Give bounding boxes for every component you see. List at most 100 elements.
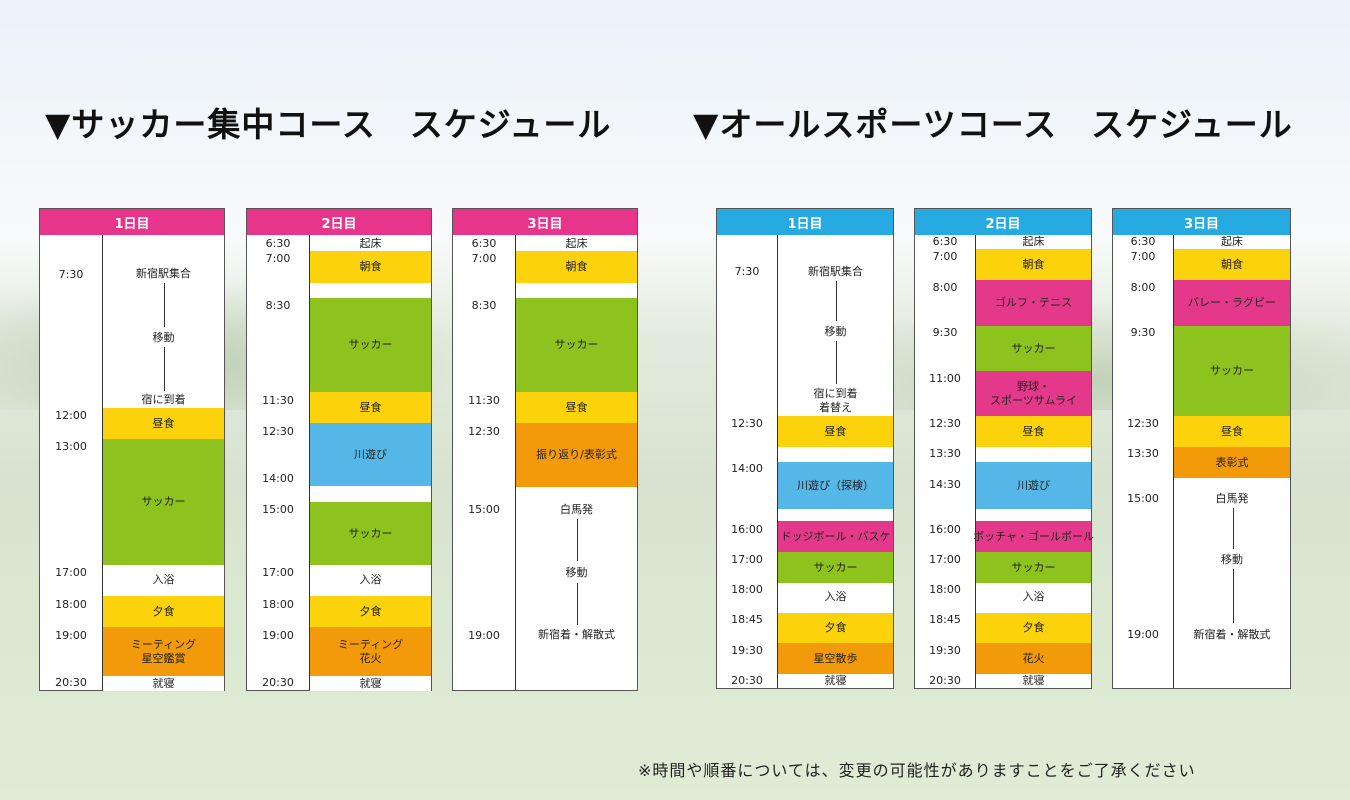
time-label: 19:00 bbox=[1127, 628, 1159, 641]
activity-label: 就寝 bbox=[824, 674, 847, 687]
connector-line bbox=[164, 283, 165, 327]
time-label: 11:00 bbox=[929, 372, 961, 385]
activity-label: 移動 bbox=[824, 325, 847, 338]
activity-label: 朝食 bbox=[565, 260, 588, 273]
activity-block: 昼食 bbox=[516, 392, 637, 423]
time-label: 8:30 bbox=[265, 299, 291, 312]
time-label: 7:30 bbox=[734, 265, 760, 278]
activity-block: 入浴 bbox=[310, 572, 431, 588]
activity-label: 夕食 bbox=[152, 604, 175, 618]
activity-label: バレー・ラグビー bbox=[1188, 296, 1276, 309]
connector-line bbox=[577, 519, 578, 561]
time-label: 6:30 bbox=[932, 235, 958, 248]
activity-block: サッカー bbox=[310, 298, 431, 392]
activity-block: 星空散歩 bbox=[778, 643, 893, 674]
time-label: 7:00 bbox=[932, 250, 958, 263]
activity-block: 白馬発 bbox=[516, 503, 637, 517]
activity-label: 昼食 bbox=[1221, 424, 1243, 438]
activity-block: 入浴 bbox=[976, 589, 1091, 605]
activity-block: 夕食 bbox=[103, 596, 224, 627]
activity-block: 新宿着・解散式 bbox=[516, 628, 637, 642]
time-label: 18:00 bbox=[55, 598, 87, 611]
time-label: 19:30 bbox=[929, 644, 961, 657]
time-label: 19:00 bbox=[468, 629, 500, 642]
activity-block: サッカー bbox=[1174, 326, 1290, 416]
activity-label: ドッジボール・バスケ bbox=[780, 529, 891, 543]
activity-label: 着替え bbox=[819, 401, 852, 414]
activity-label: 新宿駅集合 bbox=[136, 267, 191, 280]
activity-label: スポーツサムライ bbox=[989, 393, 1077, 407]
activity-label: サッカー bbox=[554, 338, 599, 351]
activity-label: 星空鑑賞 bbox=[141, 651, 186, 665]
day-header: 2日目 bbox=[247, 209, 431, 235]
activity-block: 朝食 bbox=[516, 251, 637, 283]
time-label: 11:30 bbox=[262, 394, 294, 407]
activity-block: ミーティング 星空鑑賞 bbox=[103, 627, 224, 676]
activity-label: 星空散歩 bbox=[813, 651, 858, 665]
activity-block: サッカー bbox=[778, 552, 893, 583]
activity-label: サッカー bbox=[1011, 341, 1056, 355]
time-label: 9:30 bbox=[932, 326, 958, 339]
time-label: 12:30 bbox=[731, 417, 763, 430]
activity-block: サッカー bbox=[310, 502, 431, 565]
activity-label: 昼食 bbox=[1022, 424, 1045, 438]
time-label: 12:30 bbox=[468, 425, 500, 438]
schedule-soccer-day1: 1日目 新宿駅集合 移動 宿に到着 昼食 サッカー 入浴 夕食 ミーティング 星空鑑賞 就寝 7:30… bbox=[39, 208, 225, 691]
connector-line bbox=[164, 347, 165, 391]
day-header: 1日目 bbox=[40, 209, 224, 235]
activity-label: 新宿着・解散式 bbox=[1193, 628, 1271, 641]
activity-block: 昼食 bbox=[310, 392, 431, 423]
time-label: 12:30 bbox=[262, 425, 294, 438]
connector-line bbox=[836, 341, 837, 384]
activity-block: ゴルフ・テニス bbox=[976, 280, 1091, 326]
day-header: 2日目 bbox=[915, 209, 1091, 235]
activity-block: 起床 bbox=[976, 235, 1091, 249]
activity-label: 入浴 bbox=[824, 590, 847, 603]
time-label: 20:30 bbox=[55, 676, 87, 689]
activity-label: 昼食 bbox=[824, 424, 847, 438]
time-label: 19:00 bbox=[55, 629, 87, 642]
time-label: 12:00 bbox=[55, 409, 87, 422]
soccer-course-title: ▼サッカー集中コース スケジュール bbox=[45, 105, 612, 144]
activity-label: 宿に到着 bbox=[141, 393, 186, 406]
activity-block: 川遊び bbox=[310, 423, 431, 486]
time-label: 7:30 bbox=[58, 268, 84, 281]
activity-block: 昼食 bbox=[778, 416, 893, 447]
time-label: 18:00 bbox=[262, 598, 294, 611]
activity-label: 移動 bbox=[1221, 553, 1243, 566]
time-label: 20:30 bbox=[262, 676, 294, 689]
activity-label: サッカー bbox=[1210, 364, 1254, 377]
activity-label: ミーティング bbox=[130, 637, 197, 651]
activity-label: ボッチャ・ゴールボール bbox=[973, 529, 1094, 543]
activity-label: 表彰式 bbox=[1215, 455, 1249, 469]
activity-label: 入浴 bbox=[1022, 590, 1045, 603]
disclaimer-note: ※時間や順番については、変更の可能性がありますことをご了承ください bbox=[638, 761, 1196, 780]
activity-label: サッカー bbox=[348, 338, 393, 351]
activity-label: 移動 bbox=[152, 331, 175, 344]
activity-label: 就寝 bbox=[1022, 674, 1045, 687]
time-label: 14:00 bbox=[262, 472, 294, 485]
activity-block: 就寝 bbox=[778, 674, 893, 688]
column-divider bbox=[975, 235, 976, 688]
activity-label: 朝食 bbox=[1022, 257, 1045, 271]
activity-label: ゴルフ・テニス bbox=[995, 296, 1072, 309]
activity-label: 夕食 bbox=[824, 621, 847, 634]
activity-block: 野球・ スポーツサムライ bbox=[976, 371, 1091, 416]
activity-block: 夕食 bbox=[976, 613, 1091, 643]
column-divider bbox=[309, 235, 310, 690]
activity-label: 起床 bbox=[565, 237, 588, 250]
time-label: 12:30 bbox=[1127, 417, 1159, 430]
time-label: 9:30 bbox=[1130, 326, 1156, 339]
activity-label: 白馬発 bbox=[560, 503, 593, 516]
activity-label: サッカー bbox=[141, 495, 186, 508]
activity-block: 入浴 bbox=[103, 572, 224, 588]
activity-label: 花火 bbox=[359, 651, 382, 665]
time-label: 13:30 bbox=[929, 447, 961, 460]
time-label: 14:00 bbox=[731, 462, 763, 475]
activity-block: 新宿駅集合 bbox=[778, 265, 893, 279]
activity-block: 朝食 bbox=[1174, 249, 1290, 280]
activity-block: 川遊び bbox=[976, 462, 1091, 509]
time-label: 18:00 bbox=[731, 583, 763, 596]
activity-block: 川遊び（探検） bbox=[778, 462, 893, 509]
column-divider bbox=[102, 235, 103, 690]
